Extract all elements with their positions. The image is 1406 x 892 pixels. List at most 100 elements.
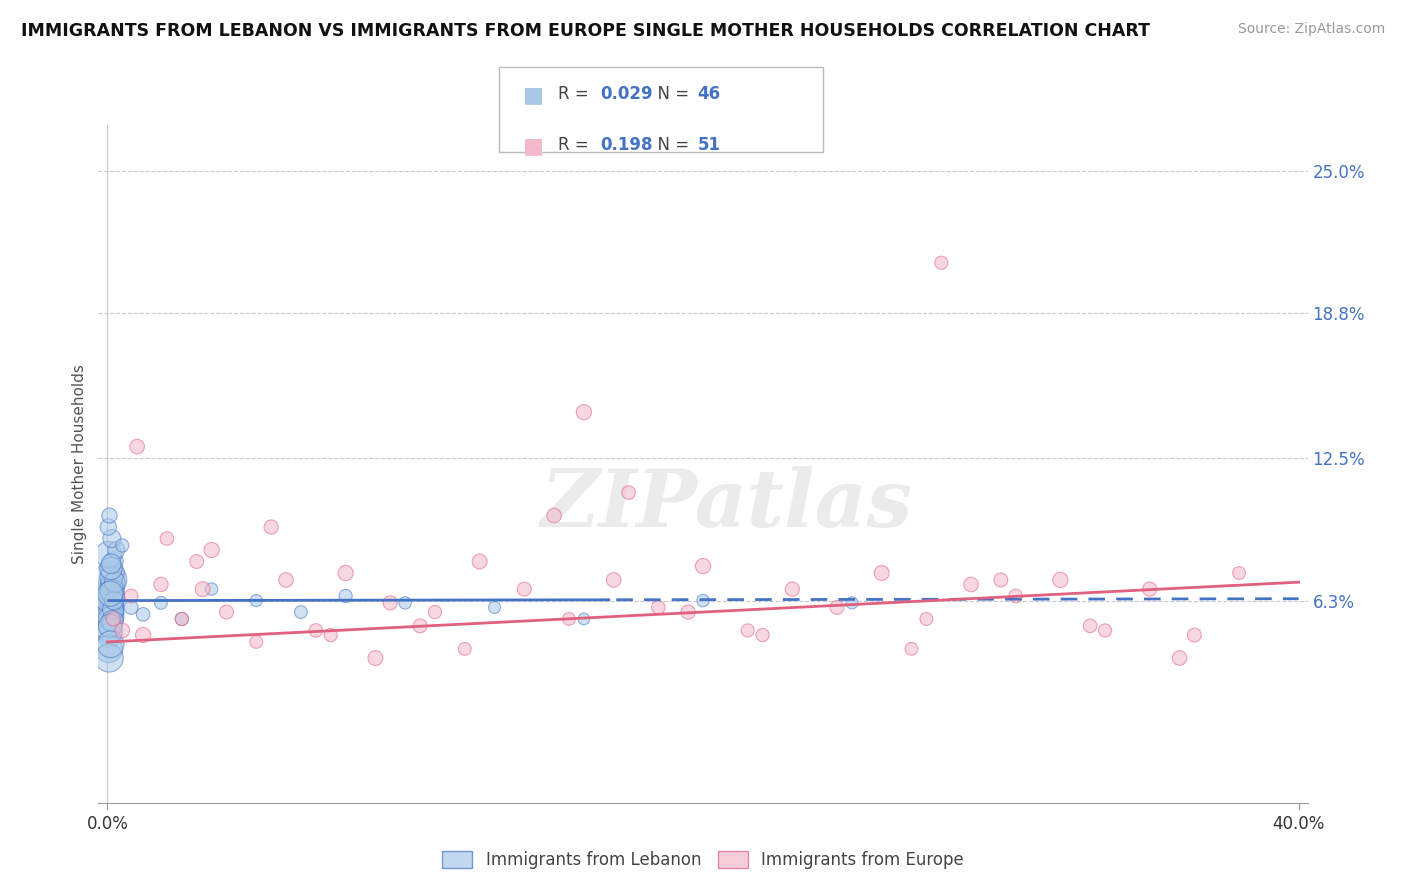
Point [98, 591, 121, 606]
Point [170, 612, 193, 626]
Point [101, 614, 124, 628]
Point [186, 554, 208, 568]
Text: 46: 46 [697, 85, 720, 103]
Point [103, 612, 125, 626]
Text: 0.029: 0.029 [600, 85, 652, 103]
Text: ZIPatlas: ZIPatlas [541, 466, 914, 543]
Point [127, 440, 149, 454]
Point [100, 605, 122, 619]
Point [929, 256, 952, 270]
Point [98, 628, 121, 642]
Point [870, 566, 893, 580]
Text: 0.198: 0.198 [600, 136, 652, 153]
Point [484, 600, 506, 615]
Text: N =: N = [647, 136, 695, 153]
Text: ■: ■ [523, 86, 544, 105]
Point [1139, 582, 1161, 596]
Point [98, 619, 121, 633]
Point [990, 573, 1012, 587]
Point [423, 605, 446, 619]
Point [132, 628, 155, 642]
Text: ■: ■ [523, 136, 544, 156]
Point [602, 573, 624, 587]
Point [100, 571, 122, 585]
Point [191, 582, 214, 596]
Text: Source: ZipAtlas.com: Source: ZipAtlas.com [1237, 22, 1385, 37]
Point [572, 405, 595, 419]
Point [841, 596, 863, 610]
Point [97, 589, 120, 603]
Point [103, 593, 125, 607]
Point [156, 532, 179, 546]
Point [335, 589, 357, 603]
Point [149, 596, 172, 610]
Point [1049, 573, 1071, 587]
Point [409, 619, 432, 633]
Point [335, 566, 357, 580]
Point [104, 575, 127, 590]
Point [97, 520, 120, 534]
Point [98, 609, 121, 624]
Point [170, 612, 193, 626]
Text: N =: N = [647, 85, 695, 103]
Point [1004, 589, 1026, 603]
Y-axis label: Single Mother Households: Single Mother Households [72, 364, 87, 564]
Point [200, 543, 222, 558]
Point [98, 624, 121, 638]
Point [454, 641, 477, 656]
Point [98, 587, 121, 601]
Point [676, 605, 699, 619]
Point [111, 538, 134, 552]
Point [100, 637, 122, 651]
Point [572, 612, 595, 626]
Point [960, 577, 983, 591]
Point [132, 607, 155, 622]
Point [915, 612, 938, 626]
Point [1078, 619, 1101, 633]
Point [200, 582, 222, 596]
Point [647, 600, 669, 615]
Point [305, 624, 328, 638]
Text: R =: R = [558, 136, 595, 153]
Point [98, 573, 121, 587]
Point [380, 596, 402, 610]
Point [1094, 624, 1116, 638]
Point [101, 584, 124, 599]
Point [543, 508, 565, 523]
Point [751, 628, 773, 642]
Point [100, 612, 122, 626]
Point [120, 589, 142, 603]
Point [245, 593, 267, 607]
Point [245, 635, 267, 649]
Point [101, 600, 124, 615]
Point [900, 641, 922, 656]
Point [274, 573, 297, 587]
Point [105, 543, 128, 558]
Point [103, 554, 125, 568]
Point [101, 603, 124, 617]
Point [100, 561, 122, 575]
Point [513, 582, 536, 596]
Point [558, 612, 581, 626]
Point [97, 641, 120, 656]
Point [737, 624, 759, 638]
Point [1184, 628, 1206, 642]
Point [825, 600, 848, 615]
Point [319, 628, 342, 642]
Point [98, 508, 121, 523]
Point [149, 577, 172, 591]
Point [100, 557, 122, 571]
Point [98, 651, 121, 665]
Point [215, 605, 238, 619]
Point [260, 520, 283, 534]
Point [98, 582, 121, 596]
Point [111, 624, 134, 638]
Point [120, 600, 142, 615]
Point [692, 559, 714, 574]
Point [98, 596, 121, 610]
Point [101, 532, 124, 546]
Point [394, 596, 416, 610]
Text: 51: 51 [697, 136, 720, 153]
Point [101, 566, 124, 580]
Legend: Immigrants from Lebanon, Immigrants from Europe: Immigrants from Lebanon, Immigrants from… [436, 845, 970, 876]
